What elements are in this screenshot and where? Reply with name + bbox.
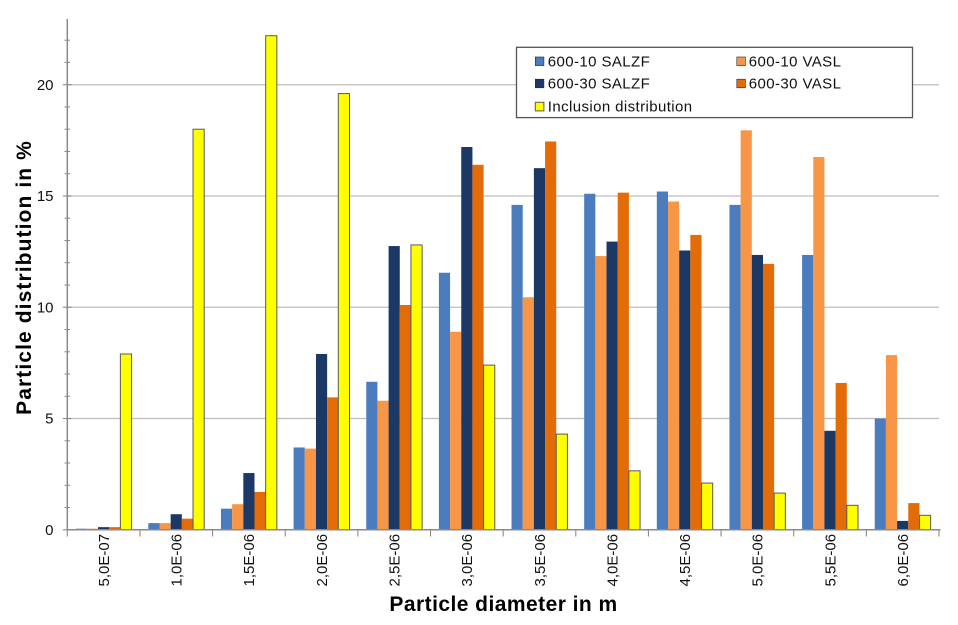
svg-text:3,0E-06: 3,0E-06 bbox=[459, 534, 476, 587]
svg-text:5,0E-07: 5,0E-07 bbox=[96, 534, 113, 587]
svg-text:5,5E-06: 5,5E-06 bbox=[822, 534, 839, 587]
svg-text:6,0E-06: 6,0E-06 bbox=[895, 534, 912, 587]
svg-text:Particle diameter in m: Particle diameter in m bbox=[389, 593, 617, 616]
svg-text:5: 5 bbox=[45, 411, 53, 428]
svg-text:1,5E-06: 1,5E-06 bbox=[241, 534, 258, 587]
svg-text:5,0E-06: 5,0E-06 bbox=[750, 534, 767, 587]
svg-text:10: 10 bbox=[37, 299, 54, 316]
svg-text:600-30 VASL: 600-30 VASL bbox=[749, 76, 842, 93]
svg-text:2,0E-06: 2,0E-06 bbox=[314, 534, 331, 587]
svg-text:600-10 SALZF: 600-10 SALZF bbox=[548, 53, 650, 70]
svg-text:Particle distribution in %: Particle distribution in % bbox=[13, 140, 36, 415]
svg-text:0: 0 bbox=[45, 522, 53, 539]
svg-text:15: 15 bbox=[37, 188, 54, 205]
svg-text:600-10 VASL: 600-10 VASL bbox=[749, 53, 842, 70]
svg-text:1,0E-06: 1,0E-06 bbox=[169, 534, 186, 587]
svg-text:600-30 SALZF: 600-30 SALZF bbox=[548, 76, 650, 93]
svg-text:4,5E-06: 4,5E-06 bbox=[677, 534, 694, 587]
svg-text:Inclusion distribution: Inclusion distribution bbox=[548, 99, 693, 116]
svg-text:3,5E-06: 3,5E-06 bbox=[532, 534, 549, 587]
svg-text:4,0E-06: 4,0E-06 bbox=[604, 534, 621, 587]
svg-text:20: 20 bbox=[37, 77, 54, 94]
svg-text:2,5E-06: 2,5E-06 bbox=[387, 534, 404, 587]
